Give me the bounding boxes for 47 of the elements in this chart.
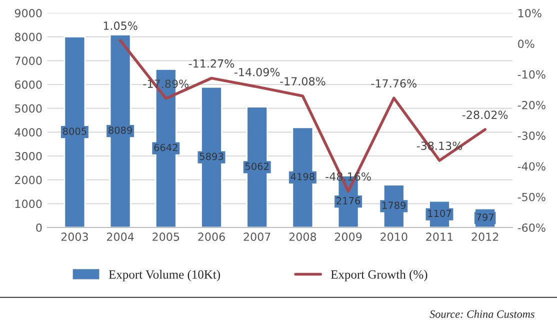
data-label: 8005 [62,128,86,135]
x-tick-label: 2006 [198,232,225,241]
x-tick-label: 2008 [289,232,316,241]
data-label: 1.05% [104,22,138,30]
y2-tick-label: -30% [518,132,546,140]
data-label: 1107 [428,210,452,218]
data-label: 797 [476,213,494,221]
legend-label: Export Volume (10Kt) [108,270,220,282]
y2-tick-label: 0% [518,40,534,48]
data-label: 1789 [382,202,406,209]
y2-tick-label: -40% [518,162,546,171]
x-tick-label: 2012 [472,232,498,241]
data-label: -17.08% [280,77,326,86]
y2-tick-label: 10% [518,8,542,18]
y2-tick-label: -20% [518,100,546,110]
x-tick-label: 2004 [106,232,134,241]
x-tick-label: 2003 [61,232,88,241]
y-tick-label: 8000 [14,32,42,42]
x-tick-label: 2009 [334,232,362,241]
source-note: Source: China Customs [430,310,534,318]
y-tick-label: 1000 [15,200,42,208]
x-tick-label: 2005 [152,232,180,241]
data-label: -17.76% [371,79,416,88]
data-label: 4198 [290,172,314,180]
y-tick-label: 2000 [15,176,42,184]
y2-tick-label: -50% [518,192,546,202]
data-label: -11.27% [188,59,234,68]
y-tick-label: 4000 [14,128,42,137]
legend-label: Export Growth (%) [330,270,428,282]
y-tick-label: 3000 [15,152,42,160]
data-label: 5893 [200,152,224,160]
y-tick-label: 7000 [15,56,42,66]
x-tick-label: 2010 [380,232,408,241]
y-tick-label: 9000 [14,8,42,18]
y2-tick-label: -10% [518,70,546,79]
data-label: 2176 [336,197,360,204]
x-tick-label: 2011 [426,232,453,241]
y-tick-label: 0 [36,223,42,232]
data-label: 5062 [245,162,268,170]
y-tick-label: 6000 [14,80,42,89]
data-label: -28.02% [462,110,508,120]
y-tick-label: 5000 [15,104,42,113]
x-tick-label: 2007 [244,232,270,241]
data-label: 8089 [108,126,132,134]
y2-tick-label: -60% [518,223,546,232]
data-label: 6642 [154,144,178,152]
data-label: -14.09% [234,68,280,76]
